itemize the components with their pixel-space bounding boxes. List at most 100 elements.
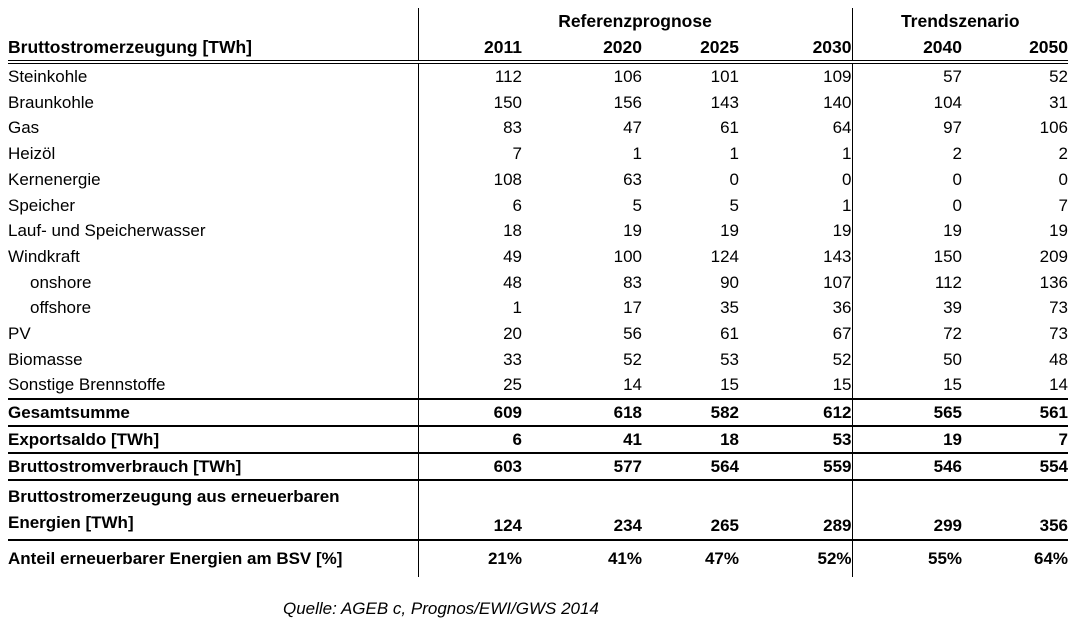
cell-value: 565 [851,397,963,426]
cell-value: 582 [642,397,739,426]
table-row: Speicher 6 5 5 1 0 7 [8,192,1069,219]
row-label: Gas [8,118,40,138]
cell-value: 140 [823,92,852,112]
cell-value: 100 [613,246,642,266]
cell-value: 1 [842,195,852,215]
cell-value: 50 [851,346,963,373]
summary-row-label: Exportsaldo [TWh] [8,424,418,453]
cell-value: 546 [851,451,963,480]
row-label: Lauf- und Speicherwasser [8,221,206,241]
cell-value: 25 [417,372,522,399]
cell-value: 48 [417,269,522,296]
cell-value: 124 [710,246,739,266]
year-header-2020: 2020 [522,34,642,64]
cell-value: 49 [417,243,522,270]
cell-value: 83 [417,115,522,142]
cell-value: 15 [851,372,963,399]
cell-value: 19 [832,221,852,241]
cell-value: 52 [1049,67,1069,87]
cell-value: 1 [842,144,852,164]
row-label: Braunkohle [8,92,95,112]
cell-value: 31 [1049,92,1069,112]
row-label: Heizöl [8,144,56,164]
cell-value: 603 [417,451,522,480]
cell-value: 106 [613,67,642,87]
cell-value: 234 [522,478,642,540]
cell-value: 48 [1049,349,1069,369]
cell-value: 561 [962,397,1069,426]
table-body: Steinkohle 112 106 101 109 57 52 Braunkohle 150 1… [8,62,1069,577]
table-row: Kernenergie 108 63 0 0 0 0 [8,166,1068,193]
cell-value: 83 [623,272,642,292]
cell-value: 1 [632,144,642,164]
cell-value: 47 [623,118,642,138]
cell-value: 106 [1039,118,1069,138]
summary-row: Exportsaldo [TWh] 6 41 18 53 19 7 [8,424,1069,453]
cell-value: 97 [851,115,963,142]
cell-value: 143 [823,246,852,266]
row-label: Speicher [8,195,76,215]
cell-value: 112 [851,269,963,296]
group-header-trendszenario: Trendszenario [851,8,1069,34]
cell-value: 41 [522,424,642,453]
cell-value: 1 [729,144,739,164]
cell-value: 612 [739,397,853,426]
cell-value: 73 [1049,298,1069,318]
cell-value: 19 [720,221,739,241]
cell-value: 150 [417,89,522,116]
cell-value: 53 [720,349,739,369]
cell-value: 5 [729,195,739,215]
cell-value: 564 [642,451,739,480]
summary-row-label: Bruttostromverbrauch [TWh] [8,451,418,480]
table-row: PV 20 56 61 67 72 73 [8,320,1069,347]
cell-value: 19 [851,424,963,453]
year-header-2011: 2011 [417,34,522,64]
cell-value: 52% [739,538,853,577]
cell-value: 15 [720,375,739,395]
energy-generation-table: Referenzprognose Trendszenario Bruttostr… [8,8,1069,577]
cell-value: 52 [832,349,852,369]
source-note: Quelle: AGEB c, Prognos/EWI/GWS 2014 [283,598,599,618]
table-row: offshore 1 17 35 36 39 73 [8,295,1068,321]
row-label: PV [8,323,31,343]
cell-value: 108 [417,166,522,193]
cell-value: 15 [832,375,852,395]
cell-value: 0 [851,166,963,193]
group-header-referenzprognose: Referenzprognose [417,8,853,34]
cell-value: 41% [522,538,642,577]
cell-value: 90 [720,272,739,292]
row-label: Steinkohle [8,67,88,87]
cell-value: 73 [1049,323,1069,343]
year-header-2050: 2050 [962,34,1069,64]
cell-value: 55% [851,538,963,577]
year-header-2040: 2040 [851,34,963,64]
cell-value: 156 [613,92,642,112]
cell-value: 39 [851,295,963,321]
cell-value: 57 [851,62,963,90]
summary-row: Gesamtsumme 609 618 582 612 565 561 [8,397,1069,426]
table-row: Steinkohle 112 106 101 109 57 52 [8,62,1068,90]
cell-value: 356 [962,478,1069,540]
cell-value: 124 [417,478,522,540]
cell-value: 14 [1049,375,1069,395]
cell-value: 21% [417,538,522,577]
cell-value: 19 [851,218,963,244]
summary-row: Bruttostromverbrauch [TWh] 603 577 564 559 54… [8,451,1069,480]
cell-value: 618 [522,397,642,426]
cell-value: 53 [739,424,853,453]
table-row: Lauf- und Speicherwasser 18 19 19 19 19 19 [8,218,1068,244]
cell-value: 63 [623,169,642,189]
row-label: Windkraft [8,246,80,266]
cell-value: 7 [1058,195,1069,215]
cell-value: 150 [851,243,963,270]
summary-row: Anteil erneuerbarer Energien am BSV [%] 2… [8,538,1069,577]
cell-value: 554 [962,451,1069,480]
table-row: Braunkohle 150 156 143 140 104 31 [8,89,1069,116]
row-label: Sonstige Brennstoffe [8,375,166,395]
row-label: Kernenergie [8,169,101,189]
cell-value: 18 [642,424,739,453]
cell-value: 20 [417,320,522,347]
cell-value: 72 [851,320,963,347]
cell-value: 67 [832,323,852,343]
empty-corner-cell [8,8,418,34]
